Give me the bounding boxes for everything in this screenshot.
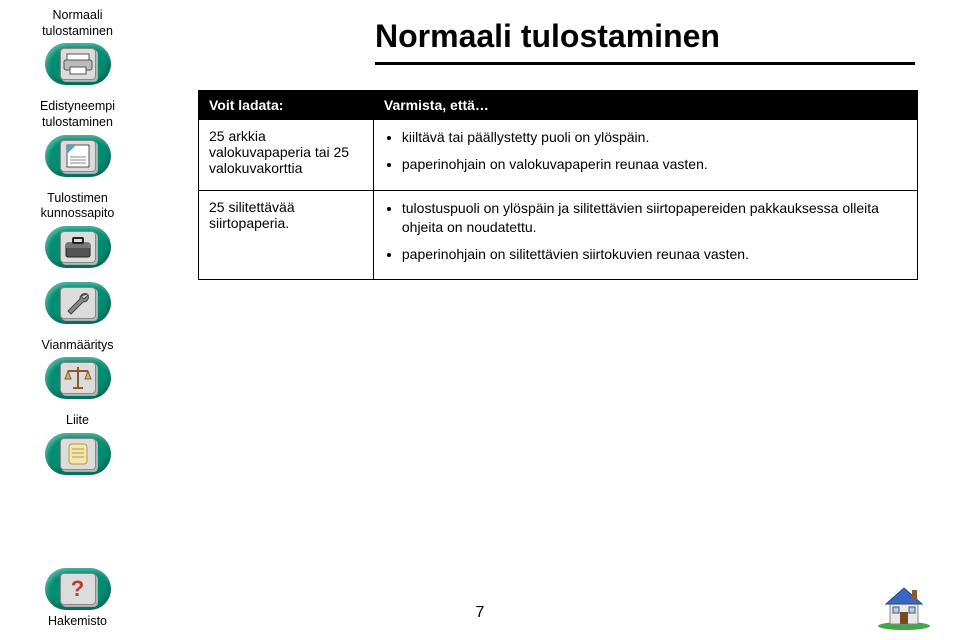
table-cell-right: kiiltävä tai päällystetty puoli on ylösp… (373, 120, 917, 191)
sidebar: Normaali tulostaminen Edistyneempi tulos… (0, 0, 155, 640)
table-header-ensure: Varmista, että… (373, 91, 917, 120)
list-item: tulostuspuoli on ylöspäin ja silitettävi… (402, 199, 907, 237)
sidebar-item-label: Edistyneempi tulostaminen (40, 99, 115, 130)
title-underline (375, 62, 915, 65)
scroll-icon (45, 433, 111, 475)
sidebar-item-label: Vianmääritys (41, 338, 113, 354)
sidebar-item-normal-print[interactable]: Normaali tulostaminen (0, 8, 155, 85)
sidebar-item-wrench[interactable] (0, 282, 155, 324)
content-table: Voit ladata: Varmista, että… 25 arkkia v… (198, 90, 918, 280)
table-row: 25 silitettävää siirtopaperia. tulostusp… (199, 190, 918, 280)
sidebar-item-troubleshoot[interactable]: Vianmääritys (0, 338, 155, 400)
list-item: kiiltävä tai päällystetty puoli on ylösp… (402, 128, 907, 147)
sidebar-item-advanced-print[interactable]: Edistyneempi tulostaminen (0, 99, 155, 176)
sidebar-item-index[interactable]: ? Hakemisto (0, 568, 155, 630)
home-icon[interactable] (876, 582, 932, 630)
scale-icon (45, 357, 111, 399)
table-header-load: Voit ladata: (199, 91, 374, 120)
sidebar-item-appendix[interactable]: Liite (0, 413, 155, 475)
sidebar-item-maintenance[interactable]: Tulostimen kunnossapito (0, 191, 155, 268)
page-number: 7 (476, 604, 485, 622)
sidebar-item-label: Liite (66, 413, 89, 429)
table-cell-left: 25 arkkia valokuvapaperia tai 25 valokuv… (199, 120, 374, 191)
sidebar-item-label: Normaali tulostaminen (42, 8, 113, 39)
page-title: Normaali tulostaminen (375, 18, 720, 55)
sidebar-item-label: Tulostimen kunnossapito (41, 191, 115, 222)
toolbox-icon (45, 226, 111, 268)
printer-icon (45, 43, 111, 85)
table-cell-right: tulostuspuoli on ylöspäin ja silitettävi… (373, 190, 917, 280)
table-cell-left: 25 silitettävää siirtopaperia. (199, 190, 374, 280)
list-item: paperinohjain on silitettävien siirtokuv… (402, 245, 907, 264)
table-row: 25 arkkia valokuvapaperia tai 25 valokuv… (199, 120, 918, 191)
sidebar-item-label: Hakemisto (48, 614, 107, 630)
list-item: paperinohjain on valokuvapaperin reunaa … (402, 155, 907, 174)
page-icon (45, 135, 111, 177)
wrench-icon (45, 282, 111, 324)
question-icon: ? (45, 568, 111, 610)
